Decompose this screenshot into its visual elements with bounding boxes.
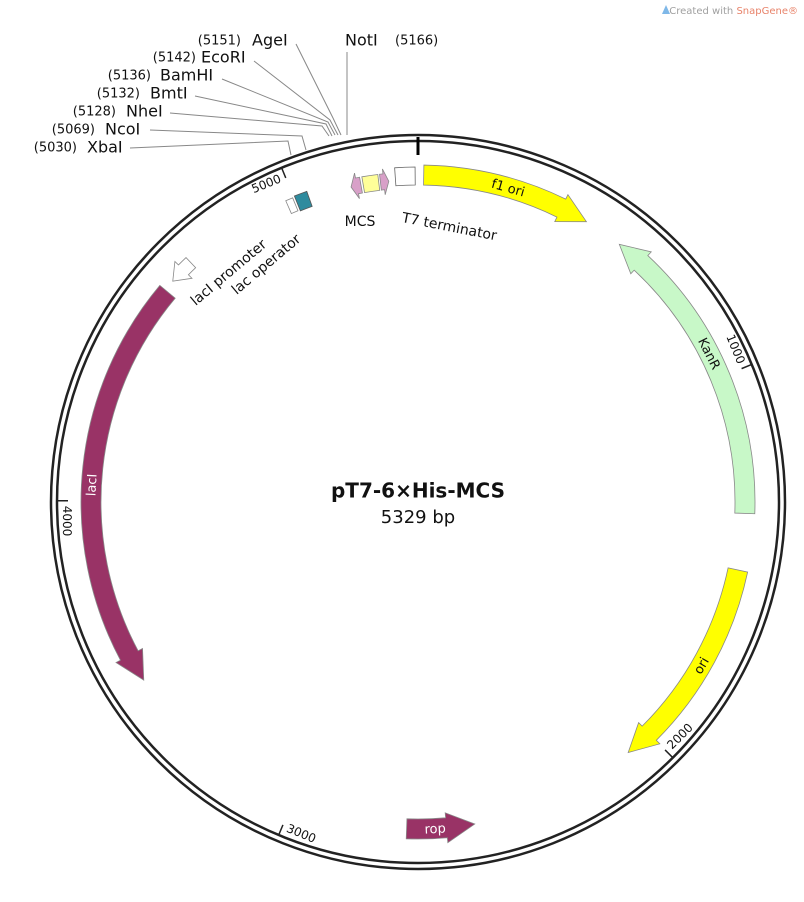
site-position: (5142)	[153, 51, 196, 66]
site-name: AgeI	[252, 31, 288, 50]
site-position: (5132)	[97, 87, 140, 102]
lac-operator	[293, 190, 313, 212]
plasmid-name: pT7-6×His-MCS	[331, 479, 505, 503]
feature-label: lacI	[84, 473, 100, 496]
site-name: BamHI	[160, 66, 213, 85]
backbone-outer	[49, 133, 787, 871]
feature-arrow	[423, 164, 588, 223]
site-name: BmtI	[150, 84, 188, 103]
watermark-brand: SnapGene®	[736, 6, 798, 17]
site-leader	[169, 112, 330, 137]
site-position: (5069)	[52, 123, 95, 138]
feature-arrow	[627, 567, 749, 754]
plasmid-length: 5329 bp	[381, 507, 455, 528]
scale-tick	[280, 167, 287, 179]
scale-label: 3000	[284, 821, 318, 846]
site-name: EcoRI	[201, 48, 246, 67]
feature-arrow	[618, 243, 756, 515]
watermark: Created with SnapGene®	[669, 6, 798, 17]
feature-arrow	[80, 284, 176, 681]
site-leader	[129, 140, 292, 156]
scale-label: 5000	[249, 172, 283, 197]
feature-arrow	[405, 812, 476, 844]
site-position: (5128)	[73, 105, 116, 120]
scale-tick	[741, 363, 753, 370]
feature-annotation: T7 terminator	[399, 210, 498, 244]
watermark-prefix: Created with	[669, 6, 736, 17]
scale-label: 4000	[60, 506, 74, 537]
site-leader	[149, 129, 307, 151]
site-leader	[194, 95, 333, 137]
site-name: NcoI	[105, 120, 140, 139]
site-leader	[221, 78, 336, 136]
feature-annotation: MCS	[345, 214, 376, 230]
site-position: (5166)	[395, 34, 438, 49]
site-leader	[295, 43, 342, 136]
site-position: (5151)	[198, 34, 241, 49]
scale-tick	[664, 749, 674, 759]
site-name: NotI	[345, 31, 378, 50]
site-position: (5136)	[108, 69, 151, 84]
mcs-part	[379, 168, 390, 195]
scale-tick	[277, 824, 284, 836]
lac-promoter	[172, 256, 197, 282]
site-position: (5030)	[34, 141, 77, 156]
site-name: NheI	[126, 102, 163, 121]
site-leader	[253, 60, 339, 136]
mcs-part	[350, 172, 363, 199]
site-name: XbaI	[87, 138, 123, 157]
feature-label: ori	[691, 655, 712, 677]
feature-label: rop	[424, 822, 446, 838]
small-feature	[285, 197, 299, 215]
t7-terminator	[394, 166, 416, 187]
mcs-part	[361, 174, 381, 194]
scale-label: 1000	[723, 332, 748, 366]
watermark-icon	[662, 5, 670, 14]
